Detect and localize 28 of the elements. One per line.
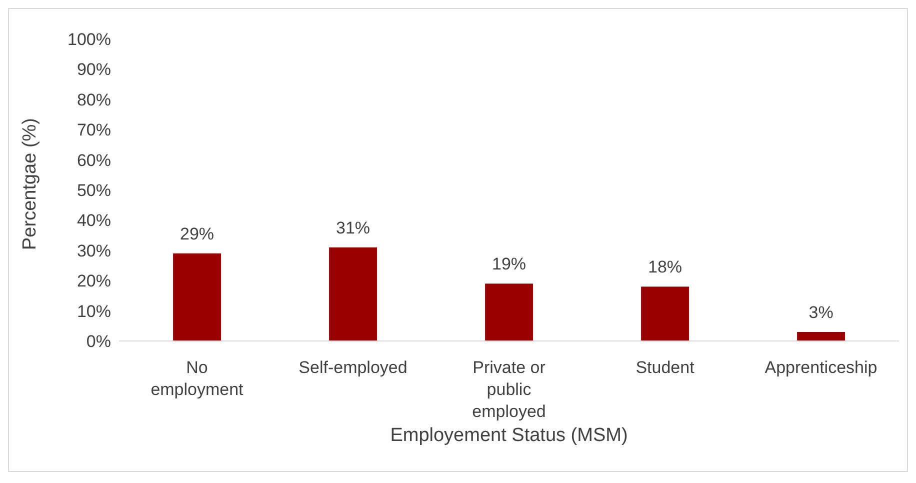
x-tick-label: No employment xyxy=(150,358,244,399)
data-label: 31% xyxy=(336,218,370,238)
y-tick-label: 60% xyxy=(76,150,111,170)
x-tick-label: Apprenticeship xyxy=(764,358,878,377)
y-tick-label: 50% xyxy=(76,181,111,200)
data-label: 19% xyxy=(492,254,526,274)
data-label: 3% xyxy=(808,302,834,322)
y-tick-label: 80% xyxy=(76,90,111,110)
bar xyxy=(173,253,222,341)
x-tick-label: Student xyxy=(636,358,695,377)
bar xyxy=(485,284,534,341)
y-tick-label: 30% xyxy=(76,241,111,260)
data-label: 29% xyxy=(180,224,214,244)
bar xyxy=(641,286,690,341)
y-axis-title: Percentgae (%) xyxy=(20,118,41,250)
y-tick-label: 10% xyxy=(76,302,111,321)
y-tick-label: 20% xyxy=(76,272,111,291)
y-tick-label: 0% xyxy=(86,332,111,352)
y-tick-label: 40% xyxy=(76,211,111,230)
data-label: 18% xyxy=(648,258,682,277)
x-tick-label: Self-employed xyxy=(298,358,408,377)
y-tick-label: 100% xyxy=(68,30,111,50)
bar xyxy=(797,332,846,341)
bar xyxy=(329,247,378,341)
x-tick-label: Private or public employed xyxy=(472,358,546,421)
y-tick-label: 90% xyxy=(76,60,111,80)
x-axis-title: Employement Status (MSM) xyxy=(390,425,628,446)
y-tick-label: 70% xyxy=(76,120,111,140)
